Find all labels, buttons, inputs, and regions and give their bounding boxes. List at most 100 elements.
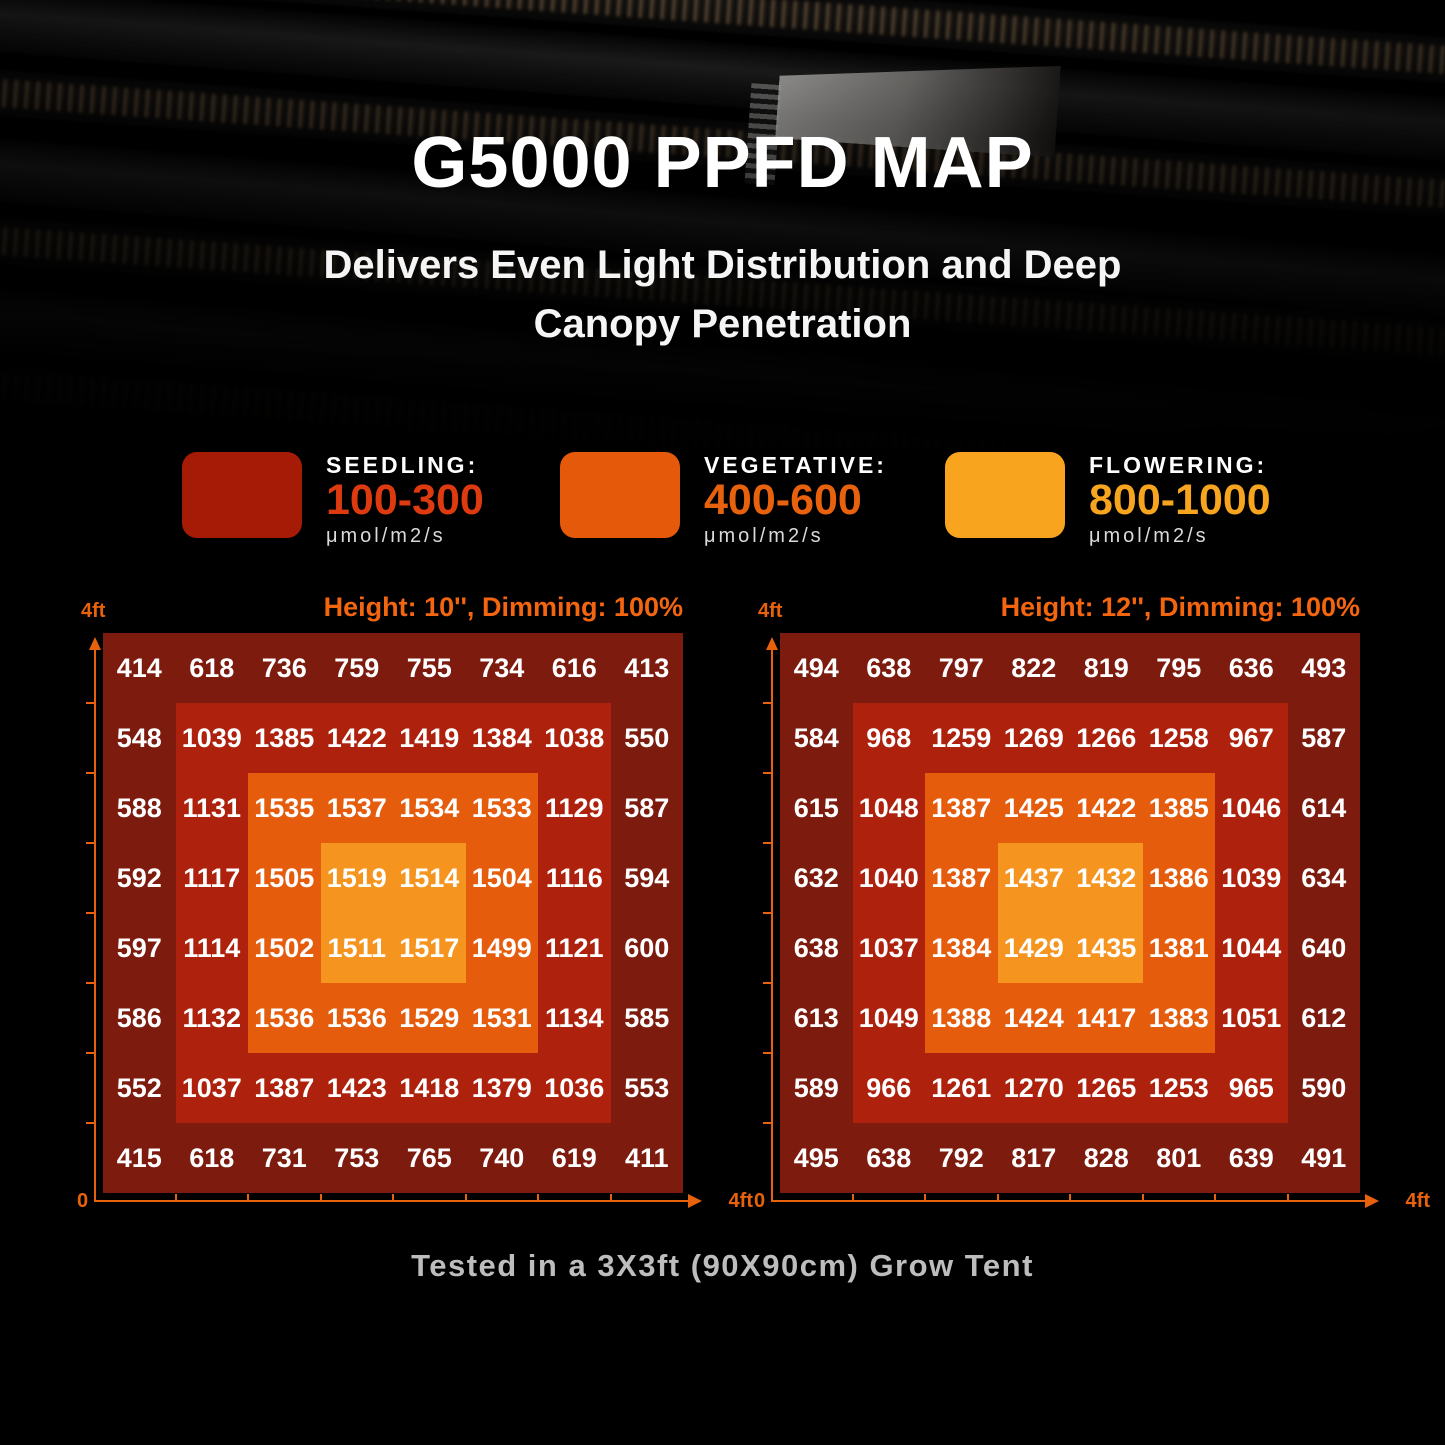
ppfd-cell: 1437: [997, 843, 1070, 913]
ppfd-cell: 1432: [1070, 843, 1143, 913]
ppfd-cell: 1131: [175, 773, 248, 843]
chart-title: Height: 10'', Dimming: 100%: [323, 592, 683, 622]
ppfd-cell: 731: [248, 1123, 321, 1193]
x-axis-tick: [319, 1194, 322, 1202]
x-axis-origin-label: 0: [77, 1190, 89, 1212]
ppfd-cell: 1505: [248, 843, 321, 913]
legend-text: VEGETATIVE: 400-600 μmol/m2/s: [704, 452, 887, 548]
y-axis-tick: [86, 1122, 94, 1124]
ppfd-cell: 589: [780, 1053, 853, 1123]
y-axis-tick: [86, 772, 94, 774]
ppfd-cell: 1044: [1215, 913, 1288, 983]
ppfd-cell: 1387: [925, 773, 998, 843]
x-axis-arrow-icon: [688, 1194, 709, 1208]
legend-item-vegetative: VEGETATIVE: 400-600 μmol/m2/s: [560, 452, 887, 548]
y-axis-tick: [763, 1052, 771, 1054]
ppfd-cell: 1534: [393, 773, 466, 843]
legend-ppfd-range: 100-300: [326, 476, 484, 524]
ppfd-cell: 495: [780, 1123, 853, 1193]
ppfd-cell: 1040: [852, 843, 925, 913]
ppfd-cell: 594: [610, 843, 683, 913]
x-axis-tick: [247, 1194, 249, 1202]
ppfd-cell: 1037: [852, 913, 925, 983]
ppfd-cell: 615: [780, 773, 853, 843]
x-axis-tick: [464, 1194, 467, 1202]
ppfd-cell: 1531: [465, 983, 538, 1053]
ppfd-cell: 968: [852, 703, 925, 773]
ppfd-cell: 1266: [1070, 703, 1143, 773]
ppfd-cell: 1116: [538, 843, 611, 913]
ppfd-cell: 1039: [1215, 843, 1288, 913]
y-axis: [771, 649, 773, 1202]
y-axis-tick: [763, 772, 771, 774]
y-axis-tick: [86, 982, 94, 984]
x-axis-max-label: 4ft: [728, 1190, 753, 1212]
ppfd-cell: 1387: [925, 843, 998, 913]
ppfd-cell: 636: [1215, 633, 1288, 703]
x-axis-max-label: 4ft: [1405, 1190, 1430, 1212]
ppfd-cell: 734: [465, 633, 538, 703]
ppfd-cell: 822: [997, 633, 1070, 703]
y-axis-tick: [763, 702, 771, 704]
ppfd-cell: 588: [103, 773, 176, 843]
ppfd-cell: 1435: [1070, 913, 1143, 983]
ppfd-cell: 965: [1215, 1053, 1288, 1123]
ppfd-cell: 1381: [1142, 913, 1215, 983]
ppfd-cell: 619: [538, 1123, 611, 1193]
ppfd-cell: 1385: [248, 703, 321, 773]
plot-area: 4ft 414 618 736 759 755 734 616 413 548 1039 1385 1…: [77, 600, 753, 1212]
ppfd-cell: 553: [610, 1053, 683, 1123]
ppfd-cell: 1423: [320, 1053, 393, 1123]
ppfd-cell: 1536: [248, 983, 321, 1053]
ppfd-cell: 587: [610, 773, 683, 843]
ppfd-cell: 1383: [1142, 983, 1215, 1053]
vegetative-color-swatch: [560, 452, 680, 538]
legend-ppfd-range: 800-1000: [1089, 476, 1271, 524]
ppfd-cell: 1504: [465, 843, 538, 913]
x-axis-tick: [392, 1194, 394, 1202]
ppfd-cell: 1499: [465, 913, 538, 983]
ppfd-cell: 1536: [320, 983, 393, 1053]
ppfd-cell: 411: [610, 1123, 683, 1193]
ppfd-cell: 1517: [393, 913, 466, 983]
ppfd-cell: 414: [103, 633, 176, 703]
plot-area: 4ft 494 638 797 822 819 795 636 493 584 968 1259 12…: [754, 600, 1430, 1212]
ppfd-cell: 1134: [538, 983, 611, 1053]
ppfd-cell: 586: [103, 983, 176, 1053]
y-axis-tick: [86, 702, 94, 704]
legend-unit: μmol/m2/s: [326, 524, 446, 547]
legend-item-seedling: SEEDLING: 100-300 μmol/m2/s: [182, 452, 484, 548]
ppfd-cell: 640: [1287, 913, 1360, 983]
x-axis-arrow-icon: [1365, 1194, 1386, 1208]
ppfd-cell: 548: [103, 703, 176, 773]
chart-title: Height: 12'', Dimming: 100%: [1000, 592, 1360, 622]
ppfd-cell: 590: [1287, 1053, 1360, 1123]
ppfd-cell: 1514: [393, 843, 466, 913]
y-axis: [94, 649, 96, 1202]
x-axis-tick: [924, 1194, 926, 1202]
ppfd-cell: 1049: [852, 983, 925, 1053]
ppfd-cell: 600: [610, 913, 683, 983]
y-axis-tick: [763, 982, 771, 984]
grow-light-photo: [0, 0, 1445, 500]
ppfd-cell: 614: [1287, 773, 1360, 843]
legend-stage-label: FLOWERING:: [1089, 452, 1268, 478]
ppfd-cell: 1114: [175, 913, 248, 983]
ppfd-cell: 801: [1142, 1123, 1215, 1193]
flowering-color-swatch: [945, 452, 1065, 538]
ppfd-cell: 740: [465, 1123, 538, 1193]
ppfd-cell: 1046: [1215, 773, 1288, 843]
ppfd-cell: 491: [1287, 1123, 1360, 1193]
ppfd-cell: 638: [852, 633, 925, 703]
x-axis-tick: [996, 1194, 999, 1202]
ppfd-cell: 1533: [465, 773, 538, 843]
y-axis-tick: [86, 912, 94, 914]
ppfd-cell: 828: [1070, 1123, 1143, 1193]
ppfd-cell: 632: [780, 843, 853, 913]
x-axis-tick: [537, 1194, 539, 1202]
ppfd-cell: 797: [925, 633, 998, 703]
ppfd-cell: 1388: [925, 983, 998, 1053]
ppfd-cell: 1259: [925, 703, 998, 773]
ppfd-cell: 1519: [320, 843, 393, 913]
